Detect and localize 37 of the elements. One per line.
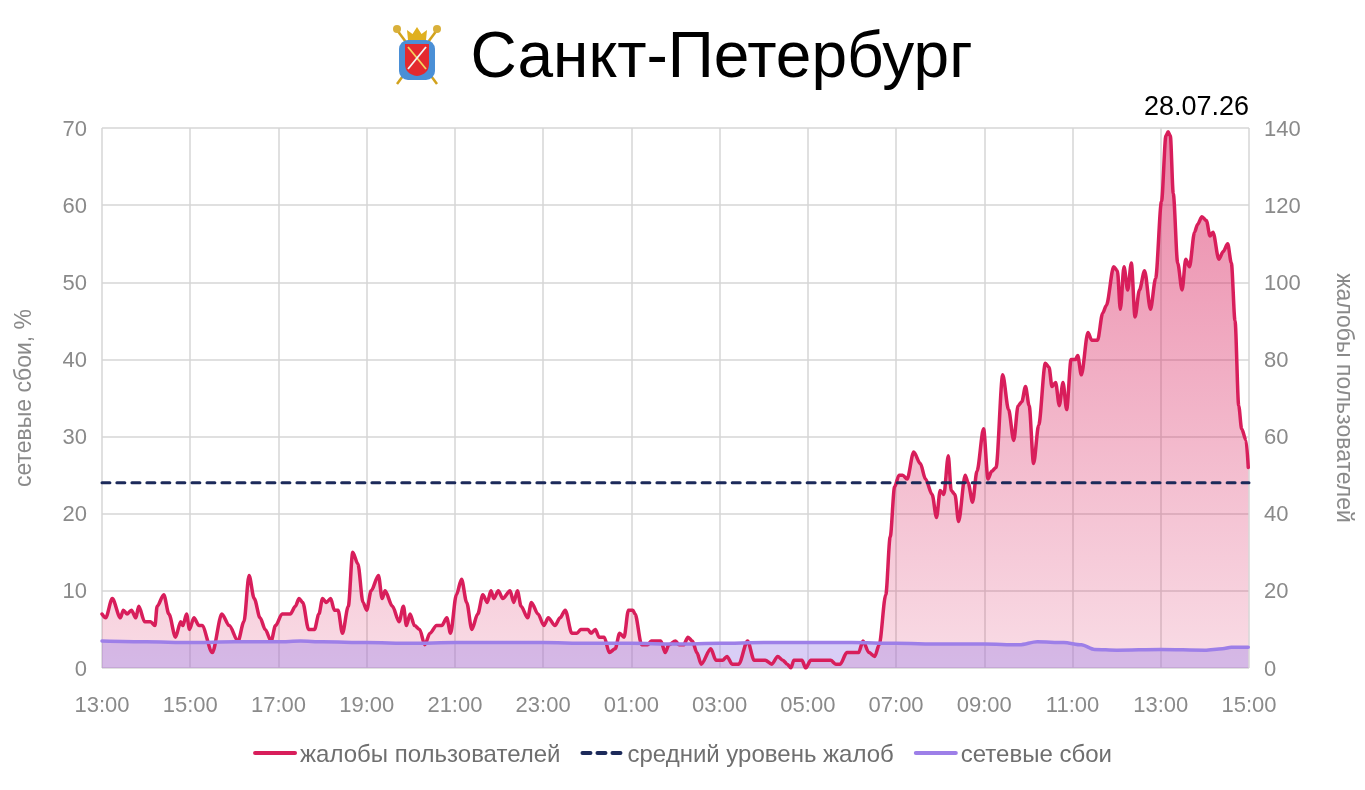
- y2-tick-label: 100: [1264, 269, 1301, 295]
- x-tick-label: 09:00: [956, 691, 1012, 717]
- y2-tick-label: 0: [1264, 655, 1277, 681]
- y-tick-label: 50: [62, 269, 87, 295]
- x-tick-label: 11:00: [1045, 691, 1100, 717]
- y-tick-label: 40: [62, 346, 87, 372]
- y-tick-label: 30: [62, 424, 87, 450]
- text: 28.07.26: [1143, 90, 1250, 121]
- y-axis-title: сетевые сбои, %: [9, 308, 36, 488]
- x-tick-label: 13:00: [1133, 691, 1189, 717]
- x-tick-label: 17:00: [250, 691, 306, 717]
- y2-tick-label: 140: [1264, 115, 1301, 141]
- chart-title: Санкт-Петербург: [470, 18, 973, 92]
- y-tick-label: 70: [62, 115, 87, 141]
- y2-tick-label: 80: [1264, 346, 1289, 372]
- y2-tick-label: 20: [1264, 578, 1289, 604]
- y-tick-label: 60: [62, 192, 87, 218]
- x-tick-label: 19:00: [339, 691, 395, 717]
- legend-label: жалобы пользователей: [300, 739, 561, 767]
- x-tick-label: 15:00: [162, 691, 218, 717]
- x-tick-label: 07:00: [868, 691, 924, 717]
- legend-label: сетевые сбои: [960, 739, 1112, 767]
- x-tick-label: 05:00: [780, 691, 836, 717]
- x-tick-label: 15:00: [1221, 691, 1277, 717]
- legend-label: средний уровень жалоб: [627, 739, 894, 767]
- y2-axis-title: жалобы пользователей: [1331, 273, 1358, 523]
- y2-tick-label: 60: [1264, 424, 1289, 450]
- y2-tick-label: 40: [1264, 501, 1289, 527]
- x-tick-label: 03:00: [692, 691, 748, 717]
- y-tick-label: 0: [74, 655, 87, 681]
- x-tick-label: 13:00: [74, 691, 130, 717]
- x-tick-label: 23:00: [515, 691, 571, 717]
- x-tick-label: 21:00: [427, 691, 483, 717]
- y2-tick-label: 120: [1264, 192, 1301, 218]
- y-tick-label: 20: [62, 501, 87, 527]
- x-tick-label: 01:00: [603, 691, 659, 717]
- y-tick-label: 10: [62, 578, 87, 604]
